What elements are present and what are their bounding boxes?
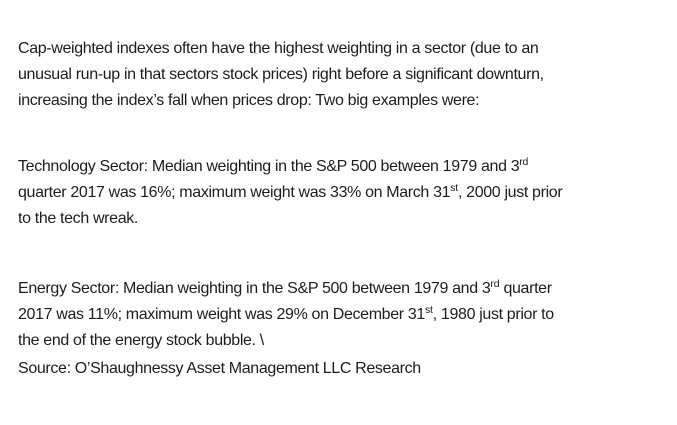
text-run: , 1980 just prior to [432, 306, 554, 323]
text-run: the end of the energy stock bubble. \ [18, 332, 264, 349]
superscript-run: rd [490, 278, 500, 290]
superscript-run: st [450, 182, 458, 194]
document-body: Cap-weighted indexes often have the high… [18, 36, 647, 382]
text-run: 2017 was 11%; maximum weight was 29% on … [18, 306, 425, 323]
text-run: unusual run-up in that sectors stock pri… [18, 66, 544, 83]
text-run: quarter [499, 280, 552, 297]
superscript-run: rd [519, 156, 529, 168]
paragraph-intro: Cap-weighted indexes often have the high… [18, 36, 647, 114]
text-run: Energy Sector: Median weighting in the S… [18, 280, 491, 297]
text-run: Cap-weighted indexes often have the high… [18, 40, 539, 57]
text-run: to the tech wreak. [18, 210, 138, 227]
paragraph-source: Source: O’Shaughnessy Asset Management L… [18, 356, 647, 382]
text-run: , 2000 just prior [457, 184, 563, 201]
paragraph-energy: Energy Sector: Median weighting in the S… [18, 276, 647, 354]
text-run: increasing the index’s fall when prices … [18, 92, 480, 109]
text-run: Source: O’Shaughnessy Asset Management L… [18, 360, 421, 377]
text-run: quarter 2017 was 16%; maximum weight was… [18, 184, 451, 201]
paragraph-technology: Technology Sector: Median weighting in t… [18, 154, 647, 232]
text-run: Technology Sector: Median weighting in t… [18, 158, 520, 175]
superscript-run: st [424, 304, 433, 316]
